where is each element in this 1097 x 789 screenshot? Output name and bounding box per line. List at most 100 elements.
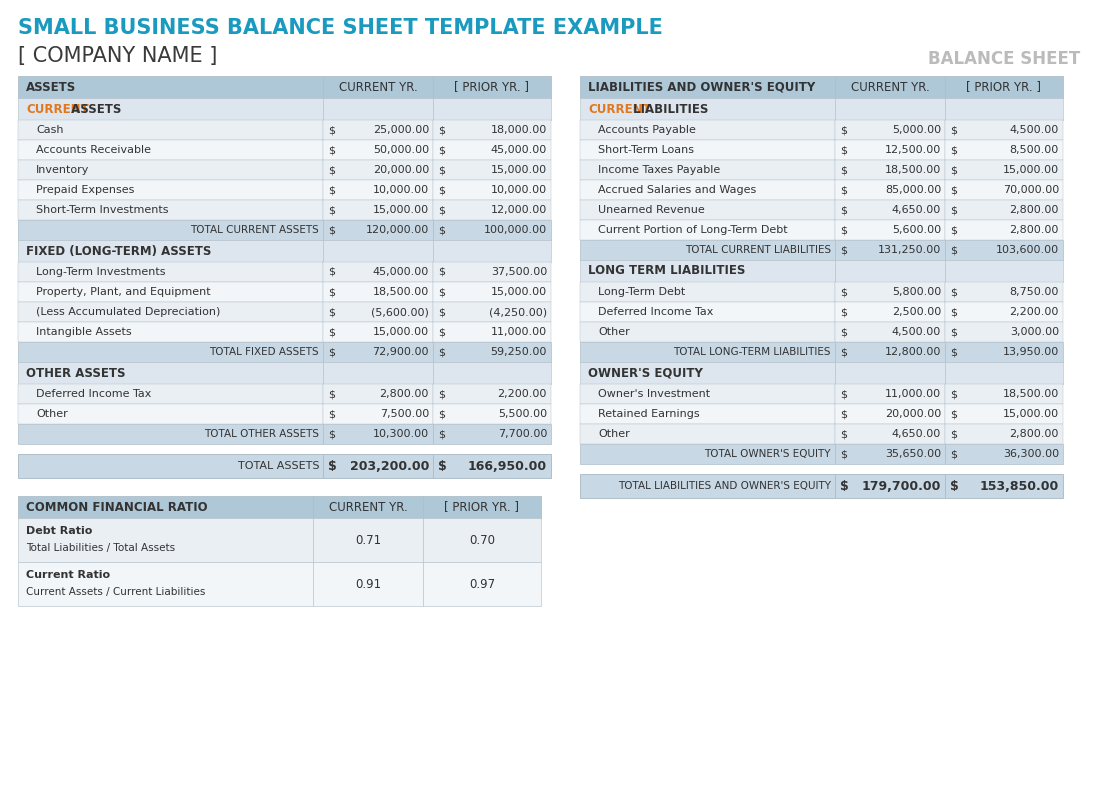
- Text: COMMON FINANCIAL RATIO: COMMON FINANCIAL RATIO: [26, 500, 207, 514]
- Bar: [835, 200, 945, 220]
- Bar: [18, 76, 323, 98]
- Bar: [835, 362, 945, 384]
- Bar: [945, 260, 1063, 282]
- Text: 4,500.00: 4,500.00: [1009, 125, 1059, 135]
- Bar: [433, 262, 551, 282]
- Bar: [18, 120, 323, 140]
- Bar: [580, 160, 835, 180]
- Text: $: $: [840, 307, 847, 317]
- Bar: [945, 76, 1063, 98]
- Text: 131,250.00: 131,250.00: [878, 245, 941, 255]
- Text: $: $: [328, 409, 335, 419]
- Text: ASSETS: ASSETS: [67, 103, 121, 115]
- Text: 37,500.00: 37,500.00: [490, 267, 547, 277]
- Bar: [323, 342, 433, 362]
- Text: 10,300.00: 10,300.00: [373, 429, 429, 439]
- Bar: [323, 362, 433, 384]
- Bar: [423, 496, 541, 518]
- Bar: [433, 384, 551, 404]
- Text: 5,500.00: 5,500.00: [498, 409, 547, 419]
- Text: 12,800.00: 12,800.00: [884, 347, 941, 357]
- Bar: [835, 120, 945, 140]
- Text: $: $: [438, 145, 445, 155]
- Bar: [18, 220, 323, 240]
- Text: 10,000.00: 10,000.00: [373, 185, 429, 195]
- Bar: [945, 404, 1063, 424]
- Text: Debt Ratio: Debt Ratio: [26, 526, 92, 536]
- Text: (5,600.00): (5,600.00): [371, 307, 429, 317]
- Text: $: $: [328, 429, 335, 439]
- Bar: [580, 200, 835, 220]
- Bar: [423, 562, 541, 606]
- Text: 153,850.00: 153,850.00: [980, 480, 1059, 492]
- Text: Long-Term Debt: Long-Term Debt: [598, 287, 686, 297]
- Text: 2,200.00: 2,200.00: [1009, 307, 1059, 317]
- Text: [ PRIOR YR. ]: [ PRIOR YR. ]: [444, 500, 520, 514]
- Bar: [323, 424, 433, 444]
- Text: $: $: [328, 327, 335, 337]
- Bar: [18, 98, 323, 120]
- Text: 166,950.00: 166,950.00: [468, 459, 547, 473]
- Text: $: $: [950, 287, 957, 297]
- Bar: [433, 240, 551, 262]
- Bar: [835, 302, 945, 322]
- Text: $: $: [840, 409, 847, 419]
- Text: OWNER'S EQUITY: OWNER'S EQUITY: [588, 367, 703, 380]
- Text: 18,000.00: 18,000.00: [490, 125, 547, 135]
- Bar: [18, 160, 323, 180]
- Bar: [580, 220, 835, 240]
- Bar: [835, 404, 945, 424]
- Bar: [433, 76, 551, 98]
- Bar: [835, 444, 945, 464]
- Bar: [945, 444, 1063, 464]
- Text: OTHER ASSETS: OTHER ASSETS: [26, 367, 125, 380]
- Text: 8,500.00: 8,500.00: [1009, 145, 1059, 155]
- Text: $: $: [438, 225, 445, 235]
- Bar: [835, 342, 945, 362]
- Text: [ PRIOR YR. ]: [ PRIOR YR. ]: [454, 80, 530, 94]
- Text: $: $: [950, 480, 959, 492]
- Text: $: $: [438, 459, 446, 473]
- Text: 35,650.00: 35,650.00: [885, 449, 941, 459]
- Bar: [18, 342, 323, 362]
- Text: 11,000.00: 11,000.00: [885, 389, 941, 399]
- Text: 25,000.00: 25,000.00: [373, 125, 429, 135]
- Bar: [945, 282, 1063, 302]
- Text: $: $: [328, 165, 335, 175]
- Bar: [18, 518, 313, 562]
- Text: CURRENT YR.: CURRENT YR.: [850, 80, 929, 94]
- Bar: [433, 302, 551, 322]
- Bar: [835, 384, 945, 404]
- Bar: [323, 454, 433, 478]
- Text: 4,650.00: 4,650.00: [892, 429, 941, 439]
- Bar: [18, 424, 323, 444]
- Text: 2,800.00: 2,800.00: [380, 389, 429, 399]
- Text: 10,000.00: 10,000.00: [490, 185, 547, 195]
- Text: TOTAL OWNER'S EQUITY: TOTAL OWNER'S EQUITY: [704, 449, 832, 459]
- Bar: [945, 98, 1063, 120]
- Text: $: $: [438, 409, 445, 419]
- Text: $: $: [840, 205, 847, 215]
- Bar: [433, 220, 551, 240]
- Text: $: $: [950, 165, 957, 175]
- Bar: [580, 424, 835, 444]
- Text: $: $: [950, 205, 957, 215]
- Bar: [433, 200, 551, 220]
- Text: TOTAL CURRENT ASSETS: TOTAL CURRENT ASSETS: [190, 225, 319, 235]
- Bar: [323, 262, 433, 282]
- Bar: [323, 98, 433, 120]
- Bar: [433, 362, 551, 384]
- Text: 100,000.00: 100,000.00: [484, 225, 547, 235]
- Text: 45,000.00: 45,000.00: [490, 145, 547, 155]
- Text: 2,800.00: 2,800.00: [1009, 205, 1059, 215]
- Text: Other: Other: [36, 409, 68, 419]
- Bar: [323, 200, 433, 220]
- Text: Owner's Investment: Owner's Investment: [598, 389, 710, 399]
- Bar: [18, 240, 323, 262]
- Text: $: $: [840, 327, 847, 337]
- Text: 18,500.00: 18,500.00: [885, 165, 941, 175]
- Text: (4,250.00): (4,250.00): [489, 307, 547, 317]
- Text: $: $: [328, 267, 335, 277]
- Text: 3,000.00: 3,000.00: [1010, 327, 1059, 337]
- Bar: [945, 424, 1063, 444]
